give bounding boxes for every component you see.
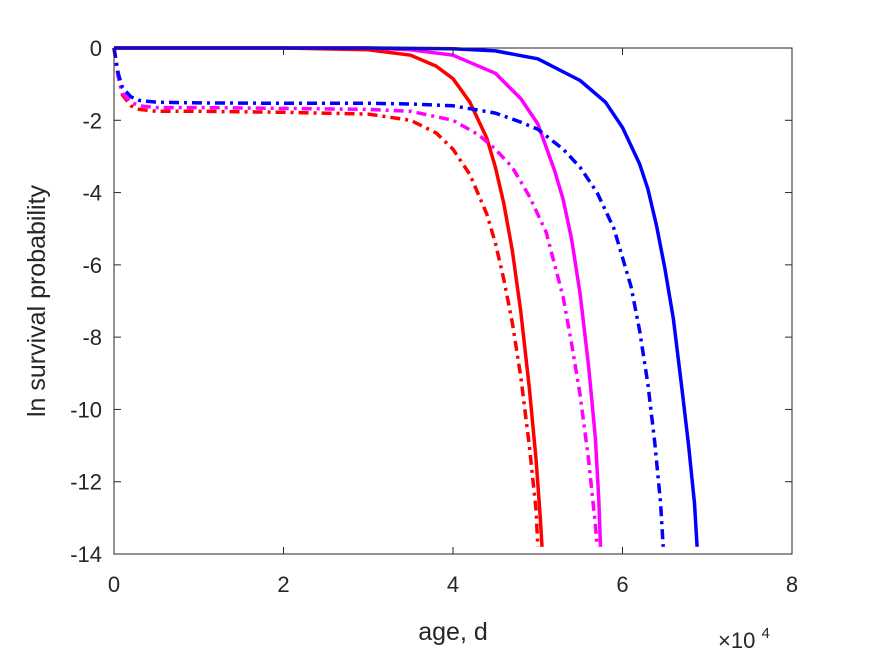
y-tick-label: -4 — [82, 181, 102, 206]
x-tick-label: 0 — [108, 572, 120, 597]
x-exponent-power: 4 — [761, 625, 769, 642]
x-tick-label: 4 — [447, 572, 459, 597]
y-tick-label: -8 — [82, 325, 102, 350]
series-line-1 — [114, 46, 544, 547]
x-exponent-base: ×10 — [718, 628, 755, 653]
series-line-4 — [112, 47, 599, 547]
series-line-2 — [112, 47, 540, 547]
y-tick-label: -12 — [70, 470, 102, 495]
series-line-6 — [112, 47, 665, 547]
series-line-3 — [114, 46, 603, 547]
y-tick-label: -10 — [70, 397, 102, 422]
x-tick-label: 8 — [786, 572, 798, 597]
plot-lines — [112, 46, 699, 547]
axis-ticks — [113, 47, 793, 555]
x-exponent-label: ×10 4 — [718, 625, 770, 653]
x-tick-label: 2 — [277, 572, 289, 597]
y-tick-label: -6 — [82, 253, 102, 278]
y-tick-label: -14 — [70, 542, 102, 567]
tick-labels: 0 2 4 6 8 0 -2 -4 -6 -8 -10 -12 -14 — [70, 36, 798, 597]
y-tick-label: -2 — [82, 108, 102, 133]
x-tick-label: 6 — [616, 572, 628, 597]
series-line-5 — [114, 46, 699, 547]
y-axis-label: ln survival probability — [23, 184, 51, 417]
y-tick-label: 0 — [90, 36, 102, 61]
x-axis-label: age, d — [418, 618, 488, 646]
